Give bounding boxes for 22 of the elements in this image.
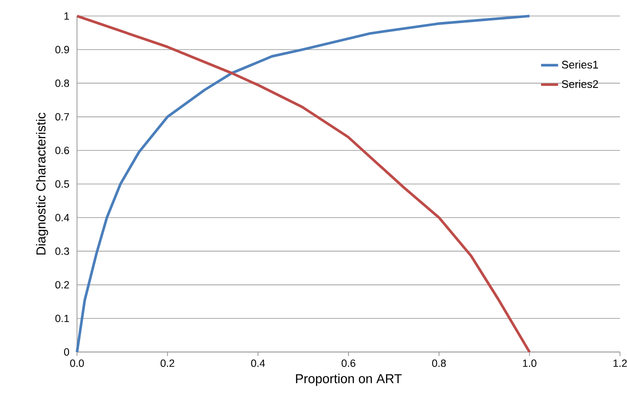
x-tick-label: 1.2 [614,360,627,367]
y-tick-label: 0.6 [55,146,70,154]
y-tick-label: 0.7 [55,113,69,121]
legend-label: Series2 [562,80,598,88]
x-axis-title: Proportion on ART [296,374,402,386]
y-tick-label: 0.5 [55,180,70,188]
y-tick-label: 0.3 [55,248,70,255]
x-tick-label: 0.6 [342,360,356,367]
y-tick-label: 0.2 [55,281,69,289]
y-axis-title: Diagnostic Characteristic [36,112,48,255]
y-tick-label: 0.4 [55,214,70,222]
legend-label: Series1 [562,60,598,69]
x-tick-label: 0.0 [70,360,84,367]
x-tick-label: 0.8 [432,360,446,367]
x-tick-label: 0.4 [251,360,265,367]
x-tick-label: 1.0 [523,360,536,367]
y-tick-label: 0 [64,348,70,356]
y-tick-label: 1 [64,12,69,20]
x-tick-label: 0.2 [160,360,174,367]
y-tick-label: 0.9 [55,46,69,54]
y-tick-label: 0.8 [55,80,70,87]
y-tick-label: 0.1 [55,314,69,322]
